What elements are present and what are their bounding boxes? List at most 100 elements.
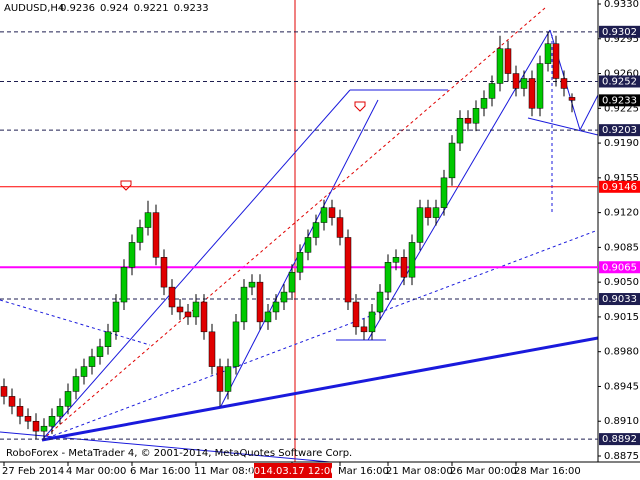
- x-tick-label: 27 Feb 2014: [2, 466, 64, 477]
- level-label-bg: [599, 293, 640, 306]
- level-label: 0.9233: [602, 95, 637, 106]
- y-tick-label: 0.8875: [604, 451, 639, 462]
- level-label: 0.9146: [602, 182, 637, 193]
- candle-body: [360, 326, 368, 333]
- candle-body: [480, 98, 488, 109]
- candle-body: [176, 306, 184, 313]
- candle-body: [56, 406, 64, 417]
- x-tick-label: 6 Mar 16:00: [130, 466, 190, 477]
- y-tick-label: 0.9120: [604, 208, 639, 219]
- x-tick-label: Mar 16:00: [338, 466, 389, 477]
- candle-body: [488, 83, 496, 99]
- candle-body: [440, 177, 448, 208]
- level-label-bg: [599, 433, 640, 446]
- candle-body: [32, 420, 40, 432]
- y-tick-label: 0.9190: [604, 138, 639, 149]
- trend-line: [41, 7, 546, 441]
- y-tick-label: 0.8945: [604, 381, 639, 392]
- candle-body: [16, 406, 24, 417]
- arrow-icon: [120, 180, 132, 191]
- level-label-bg: [599, 180, 640, 193]
- candle-body: [0, 386, 8, 397]
- y-tick-label: 0.9085: [604, 242, 639, 253]
- trend-line: [0, 299, 151, 346]
- candle-body: [400, 257, 408, 278]
- candle-body: [456, 117, 464, 144]
- candle-body: [312, 222, 320, 238]
- candle-body: [352, 301, 360, 328]
- quote-value: 0.924: [100, 3, 129, 14]
- candle-body: [248, 281, 256, 288]
- level-label-bg: [599, 75, 640, 88]
- candle-body: [536, 63, 544, 109]
- candle-body: [512, 73, 520, 89]
- quote-value: 0.9221: [134, 3, 169, 14]
- candle-body: [48, 416, 56, 427]
- y-tick-label: 0.9015: [604, 312, 639, 323]
- candle-body: [472, 108, 480, 124]
- candle-body: [64, 391, 72, 407]
- trend-line: [579, 94, 599, 131]
- candle-body: [544, 43, 552, 64]
- x-tick-label: 28 Mar 16:00: [514, 466, 581, 477]
- arrow-icon: [354, 101, 366, 112]
- candle-body: [168, 286, 176, 308]
- candle-body: [272, 301, 280, 313]
- candle-body: [280, 291, 288, 303]
- x-label-highlight: [254, 463, 332, 478]
- candle-body: [120, 267, 128, 303]
- candle-body: [72, 376, 80, 392]
- level-label: 0.9203: [602, 125, 637, 136]
- candle-body: [296, 252, 304, 273]
- y-tick-label: 0.9295: [604, 34, 639, 45]
- candle-body: [464, 117, 472, 124]
- candle-body: [528, 78, 536, 109]
- x-tick-label: 4 Mar 00:00: [66, 466, 126, 477]
- candle-body: [520, 78, 528, 89]
- candle-body: [240, 286, 248, 323]
- candle-body: [192, 301, 200, 318]
- candle-body: [128, 242, 136, 268]
- y-tick-label: 0.9225: [604, 103, 639, 114]
- candle-body: [136, 227, 144, 243]
- trend-line: [0, 431, 331, 463]
- trend-line: [527, 117, 599, 136]
- candle-body: [288, 271, 296, 293]
- candle-body: [152, 212, 160, 258]
- candle-body: [160, 257, 168, 288]
- candle-body: [144, 212, 152, 228]
- candle-body: [568, 97, 576, 101]
- candle-body: [256, 281, 264, 323]
- candle-body: [208, 331, 216, 367]
- candle-body: [112, 301, 120, 333]
- level-label-bg: [599, 94, 640, 107]
- candle-body: [384, 262, 392, 293]
- level-label: 0.9302: [602, 27, 637, 38]
- level-label-bg: [599, 25, 640, 38]
- candle-body: [336, 217, 344, 238]
- candle-body: [424, 207, 432, 218]
- candle-body: [264, 311, 272, 323]
- candle-body: [432, 207, 440, 218]
- candle-body: [200, 301, 208, 333]
- candle-body: [552, 43, 560, 79]
- candle-body: [504, 48, 512, 74]
- candle-body: [408, 242, 416, 278]
- candle-body: [96, 346, 104, 357]
- x-tick-label: 2014.03.17 12:00: [247, 466, 336, 477]
- candle-body: [88, 356, 96, 367]
- candle-body: [320, 207, 328, 223]
- x-tick-label: 21 Mar 08:00: [386, 466, 453, 477]
- level-label: 0.9033: [602, 294, 637, 305]
- candle-body: [304, 237, 312, 253]
- candle-body: [24, 416, 32, 422]
- candle-body: [8, 396, 16, 407]
- candle-body: [40, 425, 48, 432]
- candle-body: [232, 321, 240, 367]
- footer: RoboForex - MetaTrader 4, © 2001-2014, M…: [6, 448, 352, 459]
- y-tick-label: 0.9330: [604, 0, 639, 10]
- candle-body: [328, 207, 336, 218]
- level-label: 0.9252: [602, 76, 637, 87]
